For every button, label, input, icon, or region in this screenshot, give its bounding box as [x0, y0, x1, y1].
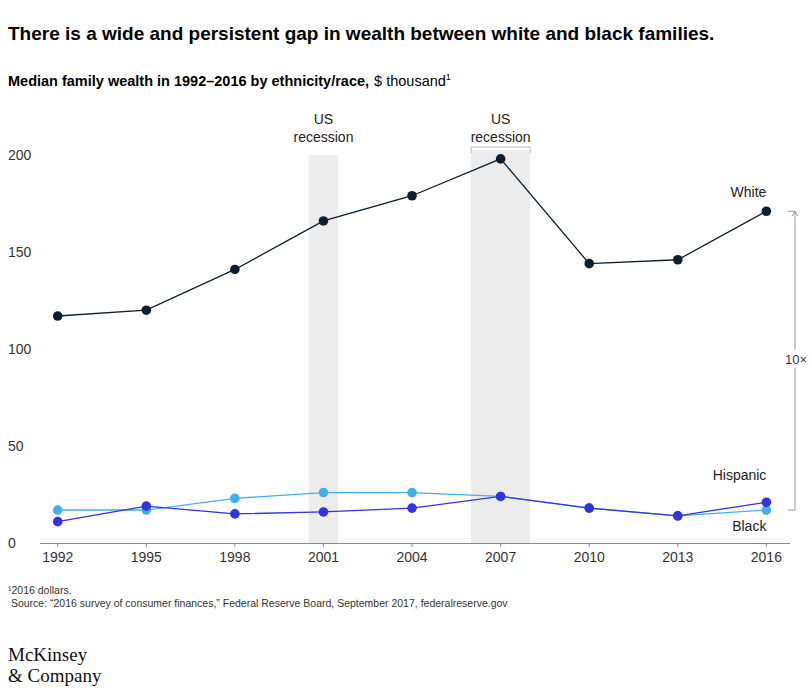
series-point — [230, 265, 240, 275]
x-tick-label: 2001 — [308, 549, 339, 565]
recession-label: US recession — [294, 111, 354, 145]
recession-band — [309, 155, 339, 543]
x-tick-label: 2013 — [662, 549, 693, 565]
x-tick — [146, 543, 147, 547]
series-line — [58, 496, 767, 521]
series-point — [762, 497, 772, 507]
series-point — [53, 505, 63, 515]
x-tick-label: 1992 — [42, 549, 73, 565]
x-tick — [589, 543, 590, 547]
series-point — [584, 503, 594, 513]
x-tick-label: 2010 — [574, 549, 605, 565]
y-tick-label: 50 — [8, 438, 24, 454]
series-point — [407, 503, 417, 513]
logo: McKinsey — [8, 644, 88, 665]
recession-bracket — [471, 147, 530, 153]
chart-svg: There is a wide and persistent gap in we… — [0, 0, 812, 692]
recession-band — [471, 150, 530, 543]
series-line — [58, 159, 767, 316]
series-point — [673, 511, 683, 521]
series-point — [319, 507, 329, 517]
plot-area — [53, 154, 771, 526]
series-point — [53, 311, 63, 321]
recession-label: US recession — [471, 111, 531, 145]
x-tick-label: 1995 — [131, 549, 162, 565]
y-tick-label: 150 — [8, 244, 32, 260]
subtitle: Median family wealth in 1992–2016 by eth… — [8, 72, 451, 89]
x-tick-label: 2016 — [751, 549, 782, 565]
series-point — [496, 492, 506, 502]
recession-label-line: US — [314, 111, 333, 127]
chart-root: There is a wide and persistent gap in we… — [0, 0, 812, 692]
recession-label-line: recession — [471, 129, 531, 145]
y-tick-label: 100 — [8, 341, 32, 357]
x-tick — [412, 543, 413, 547]
recession-label-line: US — [491, 111, 510, 127]
gap-label-bg — [783, 350, 807, 368]
series-label: Black — [732, 518, 767, 534]
x-tick-label: 2004 — [396, 549, 427, 565]
logo: & Company — [8, 665, 102, 686]
series-point — [496, 154, 506, 164]
gap-arrow — [792, 211, 798, 216]
series-point — [230, 494, 240, 504]
footnote: ¹2016 dollars. — [8, 584, 72, 596]
y-tick-label: 0 — [8, 535, 16, 551]
x-tick — [500, 543, 501, 547]
series-point — [584, 259, 594, 269]
unit-label: $ thousand — [374, 73, 446, 89]
unit-footnote-mark: 1 — [446, 72, 451, 82]
x-tick — [323, 543, 324, 547]
series-point — [673, 511, 683, 521]
series-point — [584, 503, 594, 513]
footnote: Source: “2016 survey of consumer finance… — [8, 597, 508, 609]
y-tick-label: 200 — [8, 147, 32, 163]
series-point — [407, 488, 417, 498]
series-point — [319, 488, 329, 498]
x-tick — [766, 543, 767, 547]
series-point — [407, 191, 417, 201]
gap-label: 10× — [785, 352, 807, 367]
series-label: White — [731, 184, 767, 200]
x-tick — [234, 543, 235, 547]
series-label: Hispanic — [713, 467, 767, 483]
series-point — [230, 509, 240, 519]
series-point — [141, 501, 151, 511]
series-point — [319, 216, 329, 226]
x-tick — [677, 543, 678, 547]
title: There is a wide and persistent gap in we… — [8, 23, 714, 44]
x-tick-label: 2007 — [485, 549, 516, 565]
series-point — [141, 305, 151, 315]
recession-label-line: recession — [294, 129, 354, 145]
series-point — [496, 492, 506, 502]
x-tick — [57, 543, 58, 547]
series-point — [53, 517, 63, 527]
subtitle-text: Median family wealth in 1992–2016 by eth… — [8, 73, 369, 89]
x-tick-label: 1998 — [219, 549, 250, 565]
series-point — [762, 206, 772, 216]
series-point — [673, 255, 683, 265]
